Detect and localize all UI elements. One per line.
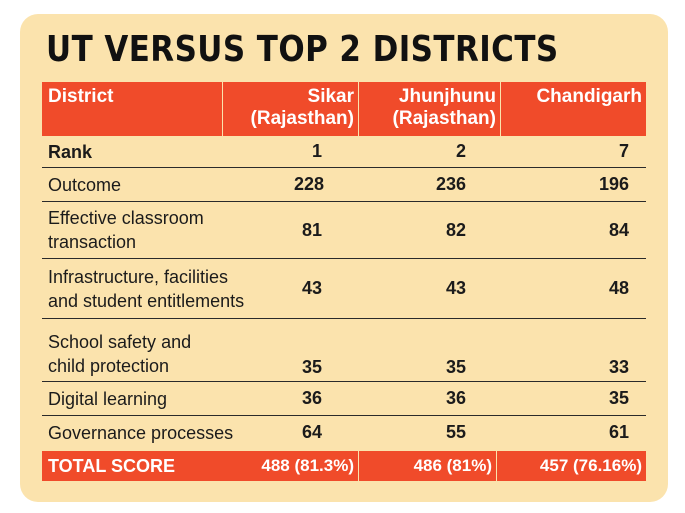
value-sikar: 43 [301,278,322,298]
row-label: Outcome [48,174,122,195]
table-row: Digital learning 36 36 35 [42,382,646,416]
value-sikar: 228 [294,174,325,194]
table-row: Governance processes 64 55 61 [42,416,646,449]
total-sikar: 488 (81.3%) [261,456,354,475]
row-label: Digital learning [48,388,168,409]
value-chandigarh: 61 [608,422,629,442]
value-jhunjhunu: 2 [455,141,466,161]
value-chandigarh: 84 [608,219,629,240]
header-jhunjhunu-state: (Rajasthan) [392,108,496,129]
header-chandigarh-name: Chandigarh [536,86,642,107]
table-row: Infrastructure, facilities and student e… [42,259,646,319]
value-sikar: 1 [311,141,322,161]
table-row: Rank 1 2 7 [42,136,646,168]
value-chandigarh: 35 [608,388,629,408]
row-label-line1: Effective classroom [48,208,204,228]
value-jhunjhunu: 35 [445,357,466,377]
row-label-line2: transaction [48,232,137,252]
value-jhunjhunu: 236 [435,174,466,194]
value-jhunjhunu: 55 [445,422,466,442]
row-label: Governance processes [48,422,234,443]
value-chandigarh: 48 [608,278,629,298]
total-chandigarh: 457 (76.16%) [496,451,646,481]
comparison-table: District Sikar (Rajasthan) Jhunjhunu (Ra… [42,82,646,481]
table-row: Outcome 228 236 196 [42,168,646,202]
total-jhunjhunu: 486 (81%) [358,451,496,481]
row-label-line1: Infrastructure, facilities [48,266,229,287]
row-label: Effective classroom transaction [42,206,294,254]
value-sikar: 36 [301,388,322,408]
table-row: Effective classroom transaction 81 82 84 [42,202,646,259]
total-score-row: TOTAL SCORE 488 (81.3%) 486 (81%) 457 (7… [42,451,646,481]
row-label-line2: child protection [48,356,170,376]
value-jhunjhunu: 36 [445,388,466,408]
value-sikar: 81 [301,219,322,240]
table-row: School safety and child protection 35 35… [42,319,646,382]
row-label-line1: School safety and [48,332,192,352]
header-jhunjhunu-name: Jhunjhunu [398,86,496,107]
infographic-title: UT VERSUS TOP 2 DISTRICTS [46,29,559,70]
row-label: School safety and child protection [42,330,294,378]
header-sikar: Sikar (Rajasthan) [222,82,358,136]
header-chandigarh: Chandigarh [500,82,646,136]
value-sikar: 35 [301,357,322,377]
header-district: District [48,86,114,107]
header-sikar-state: (Rajasthan) [250,108,354,129]
total-score-label: TOTAL SCORE [48,455,176,476]
value-jhunjhunu: 82 [445,219,466,240]
row-label-line2: and student entitlements [48,290,245,311]
header-jhunjhunu: Jhunjhunu (Rajasthan) [358,82,500,136]
row-label: Rank [48,141,93,162]
header-sikar-name: Sikar [307,86,354,107]
value-chandigarh: 196 [598,174,629,194]
value-jhunjhunu: 43 [445,278,466,298]
value-chandigarh: 33 [608,357,629,377]
value-sikar: 64 [301,422,322,442]
table-header: District Sikar (Rajasthan) Jhunjhunu (Ra… [42,82,646,136]
value-chandigarh: 7 [618,141,629,161]
row-label: Infrastructure, facilities and student e… [42,265,294,313]
